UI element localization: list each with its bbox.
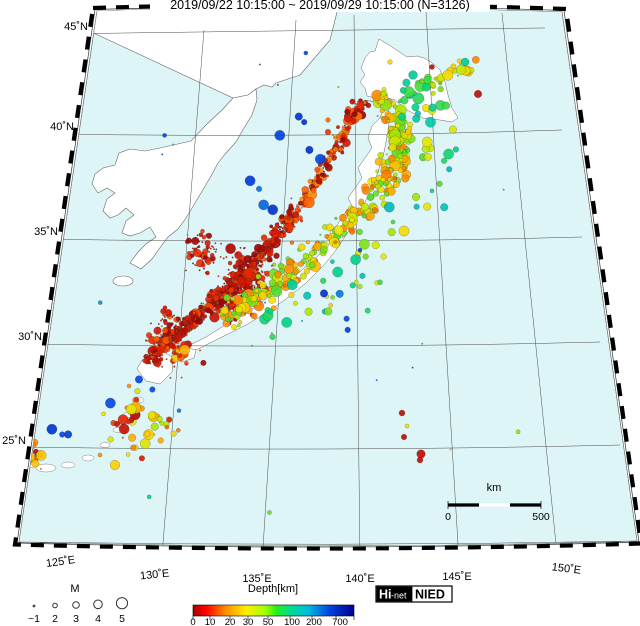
svg-text:150˚E: 150˚E <box>551 561 582 576</box>
svg-text:km: km <box>487 482 502 494</box>
svg-text:35˚N: 35˚N <box>34 226 58 238</box>
svg-text:130˚E: 130˚E <box>139 568 169 583</box>
svg-text:30˚N: 30˚N <box>18 331 42 343</box>
svg-text:30: 30 <box>243 617 254 626</box>
svg-text:2019/09/22 10:15:00 ~ 2019/09/: 2019/09/22 10:15:00 ~ 2019/09/29 10:15:0… <box>170 0 470 12</box>
svg-text:25˚N: 25˚N <box>2 435 26 447</box>
svg-text:0: 0 <box>445 511 451 523</box>
svg-text:2: 2 <box>52 613 58 625</box>
svg-text:200: 200 <box>306 617 322 626</box>
svg-text:NIED: NIED <box>415 588 445 602</box>
svg-text:20: 20 <box>225 617 236 626</box>
svg-text:5: 5 <box>119 613 125 625</box>
svg-text:50: 50 <box>263 617 274 626</box>
svg-text:10: 10 <box>205 617 216 626</box>
svg-text:0: 0 <box>190 617 195 626</box>
svg-text:140˚E: 140˚E <box>345 573 374 585</box>
svg-text:4: 4 <box>95 613 101 625</box>
svg-text:700: 700 <box>332 617 348 626</box>
svg-text:145˚E: 145˚E <box>442 571 471 583</box>
svg-text:500: 500 <box>532 511 550 523</box>
svg-text:40˚N: 40˚N <box>50 121 74 133</box>
svg-text:M: M <box>70 583 79 595</box>
svg-text:100: 100 <box>284 617 300 626</box>
svg-text:Depth[km]: Depth[km] <box>248 583 298 595</box>
svg-text:Hi: Hi <box>379 588 392 602</box>
svg-text:3: 3 <box>73 613 79 625</box>
svg-text:~1: ~1 <box>28 613 40 625</box>
svg-text:125˚E: 125˚E <box>45 554 76 570</box>
svg-text:-net: -net <box>391 591 407 601</box>
svg-text:45˚N: 45˚N <box>64 21 88 33</box>
